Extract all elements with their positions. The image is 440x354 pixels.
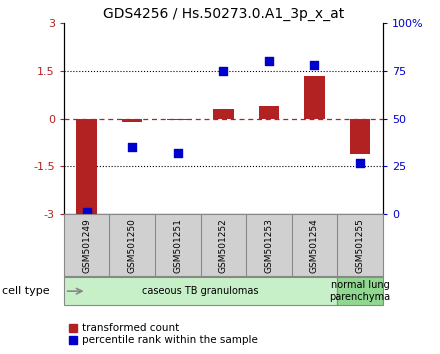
Bar	[76, 119, 97, 214]
Point	[83, 210, 90, 215]
Text: cell type: cell type	[2, 286, 50, 296]
Point	[174, 150, 181, 156]
Title: GDS4256 / Hs.50273.0.A1_3p_x_at: GDS4256 / Hs.50273.0.A1_3p_x_at	[103, 7, 344, 21]
Point	[128, 144, 136, 150]
Text: GSM501254: GSM501254	[310, 218, 319, 273]
Text: GSM501249: GSM501249	[82, 218, 91, 273]
FancyBboxPatch shape	[337, 277, 383, 305]
Bar	[122, 119, 143, 122]
Bar	[350, 119, 370, 154]
Point	[356, 160, 363, 165]
FancyBboxPatch shape	[64, 277, 337, 305]
Legend: transformed count, percentile rank within the sample: transformed count, percentile rank withi…	[69, 323, 257, 345]
Text: GSM501255: GSM501255	[356, 218, 364, 273]
Point	[220, 68, 227, 74]
Text: caseous TB granulomas: caseous TB granulomas	[142, 286, 259, 296]
Bar	[168, 119, 188, 120]
Bar	[259, 106, 279, 119]
Text: normal lung
parenchyma: normal lung parenchyma	[330, 280, 391, 302]
Bar	[213, 109, 234, 119]
Bar	[304, 75, 325, 119]
Point	[311, 62, 318, 68]
Text: GSM501251: GSM501251	[173, 218, 182, 273]
Text: GSM501253: GSM501253	[264, 218, 273, 273]
Text: GSM501252: GSM501252	[219, 218, 228, 273]
Point	[265, 58, 272, 64]
Text: GSM501250: GSM501250	[128, 218, 137, 273]
